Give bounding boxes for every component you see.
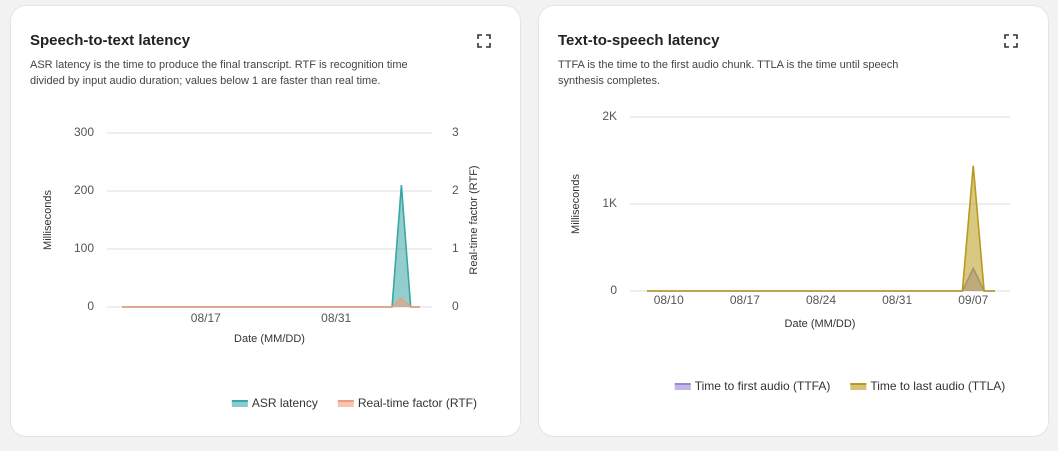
swatch-line — [674, 383, 691, 385]
card — [538, 5, 1049, 437]
card-title: Speech-to-text latency — [30, 32, 191, 49]
y-tick-label: 300 — [74, 125, 94, 139]
x-tick-label: 08/10 — [654, 293, 684, 307]
card-subtitle: TTFA is the time to the first audio chun… — [558, 59, 899, 87]
area-fill — [122, 185, 420, 307]
legend-swatch — [850, 383, 867, 390]
y2-tick-label: 3 — [452, 125, 459, 139]
x-axis-title: Date (MM/DD) — [234, 333, 305, 345]
x-tick-label: 08/17 — [730, 293, 760, 307]
legend-label: Time to last audio (TTLA) — [870, 379, 1005, 393]
y-axis-title: Milliseconds — [42, 190, 54, 250]
area-line — [647, 266, 995, 292]
x-tick-label: 08/31 — [882, 293, 912, 307]
swatch-fill — [231, 400, 248, 407]
area-fill — [647, 165, 995, 291]
legend-label: Real-time factor (RTF) — [358, 396, 477, 410]
x-tick-label: 08/17 — [191, 311, 221, 325]
y-tick-label: 1K — [602, 196, 617, 210]
x-tick-label: 08/24 — [806, 293, 836, 307]
y-axis-title: Milliseconds — [570, 174, 582, 234]
area-fill — [647, 268, 995, 291]
y-tick-label: 200 — [74, 183, 94, 197]
legend-swatch — [337, 400, 354, 407]
x-tick-label: 09/07 — [958, 293, 988, 307]
y2-tick-label: 1 — [452, 241, 459, 255]
swatch-fill — [850, 383, 867, 390]
y-tick-label: 100 — [74, 241, 94, 255]
expand-icon[interactable] — [477, 34, 491, 48]
expand-icon[interactable] — [1004, 34, 1018, 48]
area-line — [122, 297, 420, 308]
y-tick-label: 2K — [602, 109, 617, 123]
legend-label: ASR latency — [252, 396, 318, 410]
card — [10, 5, 521, 437]
swatch-line — [231, 400, 248, 402]
y-tick-label: 0 — [610, 283, 617, 297]
card-title: Text-to-speech latency — [558, 32, 720, 49]
legend-swatch — [231, 400, 248, 407]
x-tick-label: 08/31 — [321, 311, 351, 325]
card-subtitle: ASR latency is the time to produce the f… — [30, 59, 408, 87]
x-axis-title: Date (MM/DD) — [785, 318, 856, 330]
y2-axis-title: Real-time factor (RTF) — [468, 165, 480, 274]
area-fill — [122, 298, 420, 307]
swatch-fill — [337, 400, 354, 407]
area-line — [647, 165, 995, 292]
legend-swatch — [674, 383, 691, 390]
area-line — [122, 185, 420, 308]
y-tick-label: 0 — [87, 299, 94, 313]
legend-label: Time to first audio (TTFA) — [695, 379, 831, 393]
swatch-line — [337, 400, 354, 402]
y2-tick-label: 2 — [452, 183, 459, 197]
swatch-fill — [674, 383, 691, 390]
swatch-line — [850, 383, 867, 385]
y2-tick-label: 0 — [452, 299, 459, 313]
